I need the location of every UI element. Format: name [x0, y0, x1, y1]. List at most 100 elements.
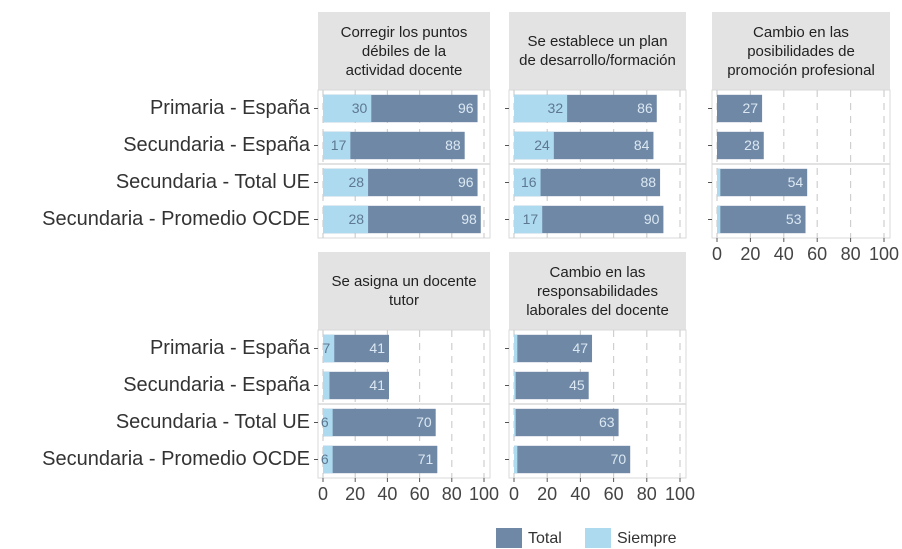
y-tick-label: Secundaria - España	[123, 374, 311, 396]
bar	[514, 168, 541, 197]
x-tick-label: 100	[869, 244, 899, 264]
value-label: 54	[788, 174, 804, 190]
bar	[323, 334, 335, 363]
y-tick-label: Secundaria - Total UE	[116, 171, 310, 193]
value-label: 53	[786, 211, 802, 227]
value-label: 84	[634, 137, 650, 153]
bar	[717, 205, 806, 234]
value-label: 17	[523, 211, 539, 227]
bar	[514, 334, 518, 363]
value-label: 28	[349, 174, 365, 190]
x-tick-label: 60	[604, 484, 624, 504]
x-tick-label: 80	[442, 484, 462, 504]
strip-bg	[509, 252, 686, 330]
bar	[514, 131, 554, 160]
y-tick-label: Secundaria - Total UE	[116, 411, 310, 433]
x-tick-label: 40	[774, 244, 794, 264]
value-label: 30	[352, 100, 368, 116]
bar	[323, 445, 333, 474]
x-tick-label: 20	[345, 484, 365, 504]
value-label: 45	[569, 377, 585, 393]
bar	[717, 205, 721, 234]
value-label: 41	[369, 377, 385, 393]
bar	[323, 408, 436, 437]
value-label: 28	[349, 211, 365, 227]
value-label: 6	[321, 451, 329, 467]
x-tick-label: 60	[410, 484, 430, 504]
value-label: 71	[418, 451, 434, 467]
value-label: 32	[548, 100, 564, 116]
y-tick-label: Secundaria - Promedio OCDE	[42, 208, 310, 230]
y-tick-label: Primaria - España	[150, 337, 311, 359]
value-label: 47	[572, 340, 588, 356]
value-label: 96	[458, 174, 474, 190]
value-label: 7	[322, 340, 330, 356]
bar	[323, 94, 372, 123]
bar	[717, 168, 721, 197]
bar	[514, 371, 589, 400]
bar	[323, 408, 333, 437]
value-label: 28	[744, 137, 760, 153]
bar	[514, 205, 543, 234]
bar	[514, 94, 568, 123]
y-tick-label: Primaria - España	[150, 97, 311, 119]
panel-title: Se asigna un docente tutor	[331, 273, 477, 309]
bar	[323, 371, 330, 400]
x-tick-label: 40	[570, 484, 590, 504]
value-label: 70	[416, 414, 432, 430]
x-tick-label: 100	[469, 484, 499, 504]
value-label: 16	[521, 174, 537, 190]
value-label: 98	[461, 211, 477, 227]
x-tick-label: 0	[509, 484, 519, 504]
x-tick-label: 0	[712, 244, 722, 264]
bar	[323, 371, 390, 400]
strip-bg	[509, 12, 686, 90]
panel-title: Se establece un plan de desarrollo/forma…	[519, 33, 676, 69]
bar	[323, 205, 369, 234]
bar	[514, 371, 516, 400]
value-label: 27	[743, 100, 759, 116]
strip-bg	[318, 252, 490, 330]
bar	[514, 408, 516, 437]
value-label: 24	[534, 137, 550, 153]
bar	[717, 168, 808, 197]
x-tick-label: 0	[318, 484, 328, 504]
bar	[514, 445, 631, 474]
strip-bg	[712, 12, 890, 90]
strip-bg	[318, 12, 490, 90]
value-label: 17	[331, 137, 347, 153]
y-tick-label: Secundaria - Promedio OCDE	[42, 448, 310, 470]
panel-title: Corregir los puntos débiles de la activi…	[340, 23, 468, 79]
value-label: 86	[637, 100, 653, 116]
legend-swatch	[585, 528, 611, 548]
y-tick-label: Secundaria - España	[123, 134, 311, 156]
value-label: 88	[445, 137, 461, 153]
panel-title: Cambio en las posibilidades de promoción…	[727, 23, 875, 79]
value-label: 41	[369, 340, 385, 356]
bar	[514, 445, 518, 474]
legend-label: Total	[528, 530, 562, 547]
bar	[323, 168, 369, 197]
legend-swatch	[496, 528, 522, 548]
legend-label: Siempre	[617, 530, 677, 547]
x-tick-label: 80	[841, 244, 861, 264]
bar	[323, 445, 438, 474]
x-tick-label: 100	[665, 484, 695, 504]
bar	[514, 334, 593, 363]
value-label: 96	[458, 100, 474, 116]
x-tick-label: 80	[637, 484, 657, 504]
value-label: 70	[611, 451, 627, 467]
x-tick-label: 40	[377, 484, 397, 504]
value-label: 88	[641, 174, 657, 190]
bar	[514, 408, 619, 437]
bar	[323, 131, 351, 160]
value-label: 63	[599, 414, 615, 430]
x-tick-label: 60	[807, 244, 827, 264]
x-tick-label: 20	[537, 484, 557, 504]
panel-title: Cambio en las responsabilidades laborale…	[526, 263, 669, 319]
value-label: 6	[321, 414, 329, 430]
bar	[717, 94, 763, 123]
x-tick-label: 20	[740, 244, 760, 264]
